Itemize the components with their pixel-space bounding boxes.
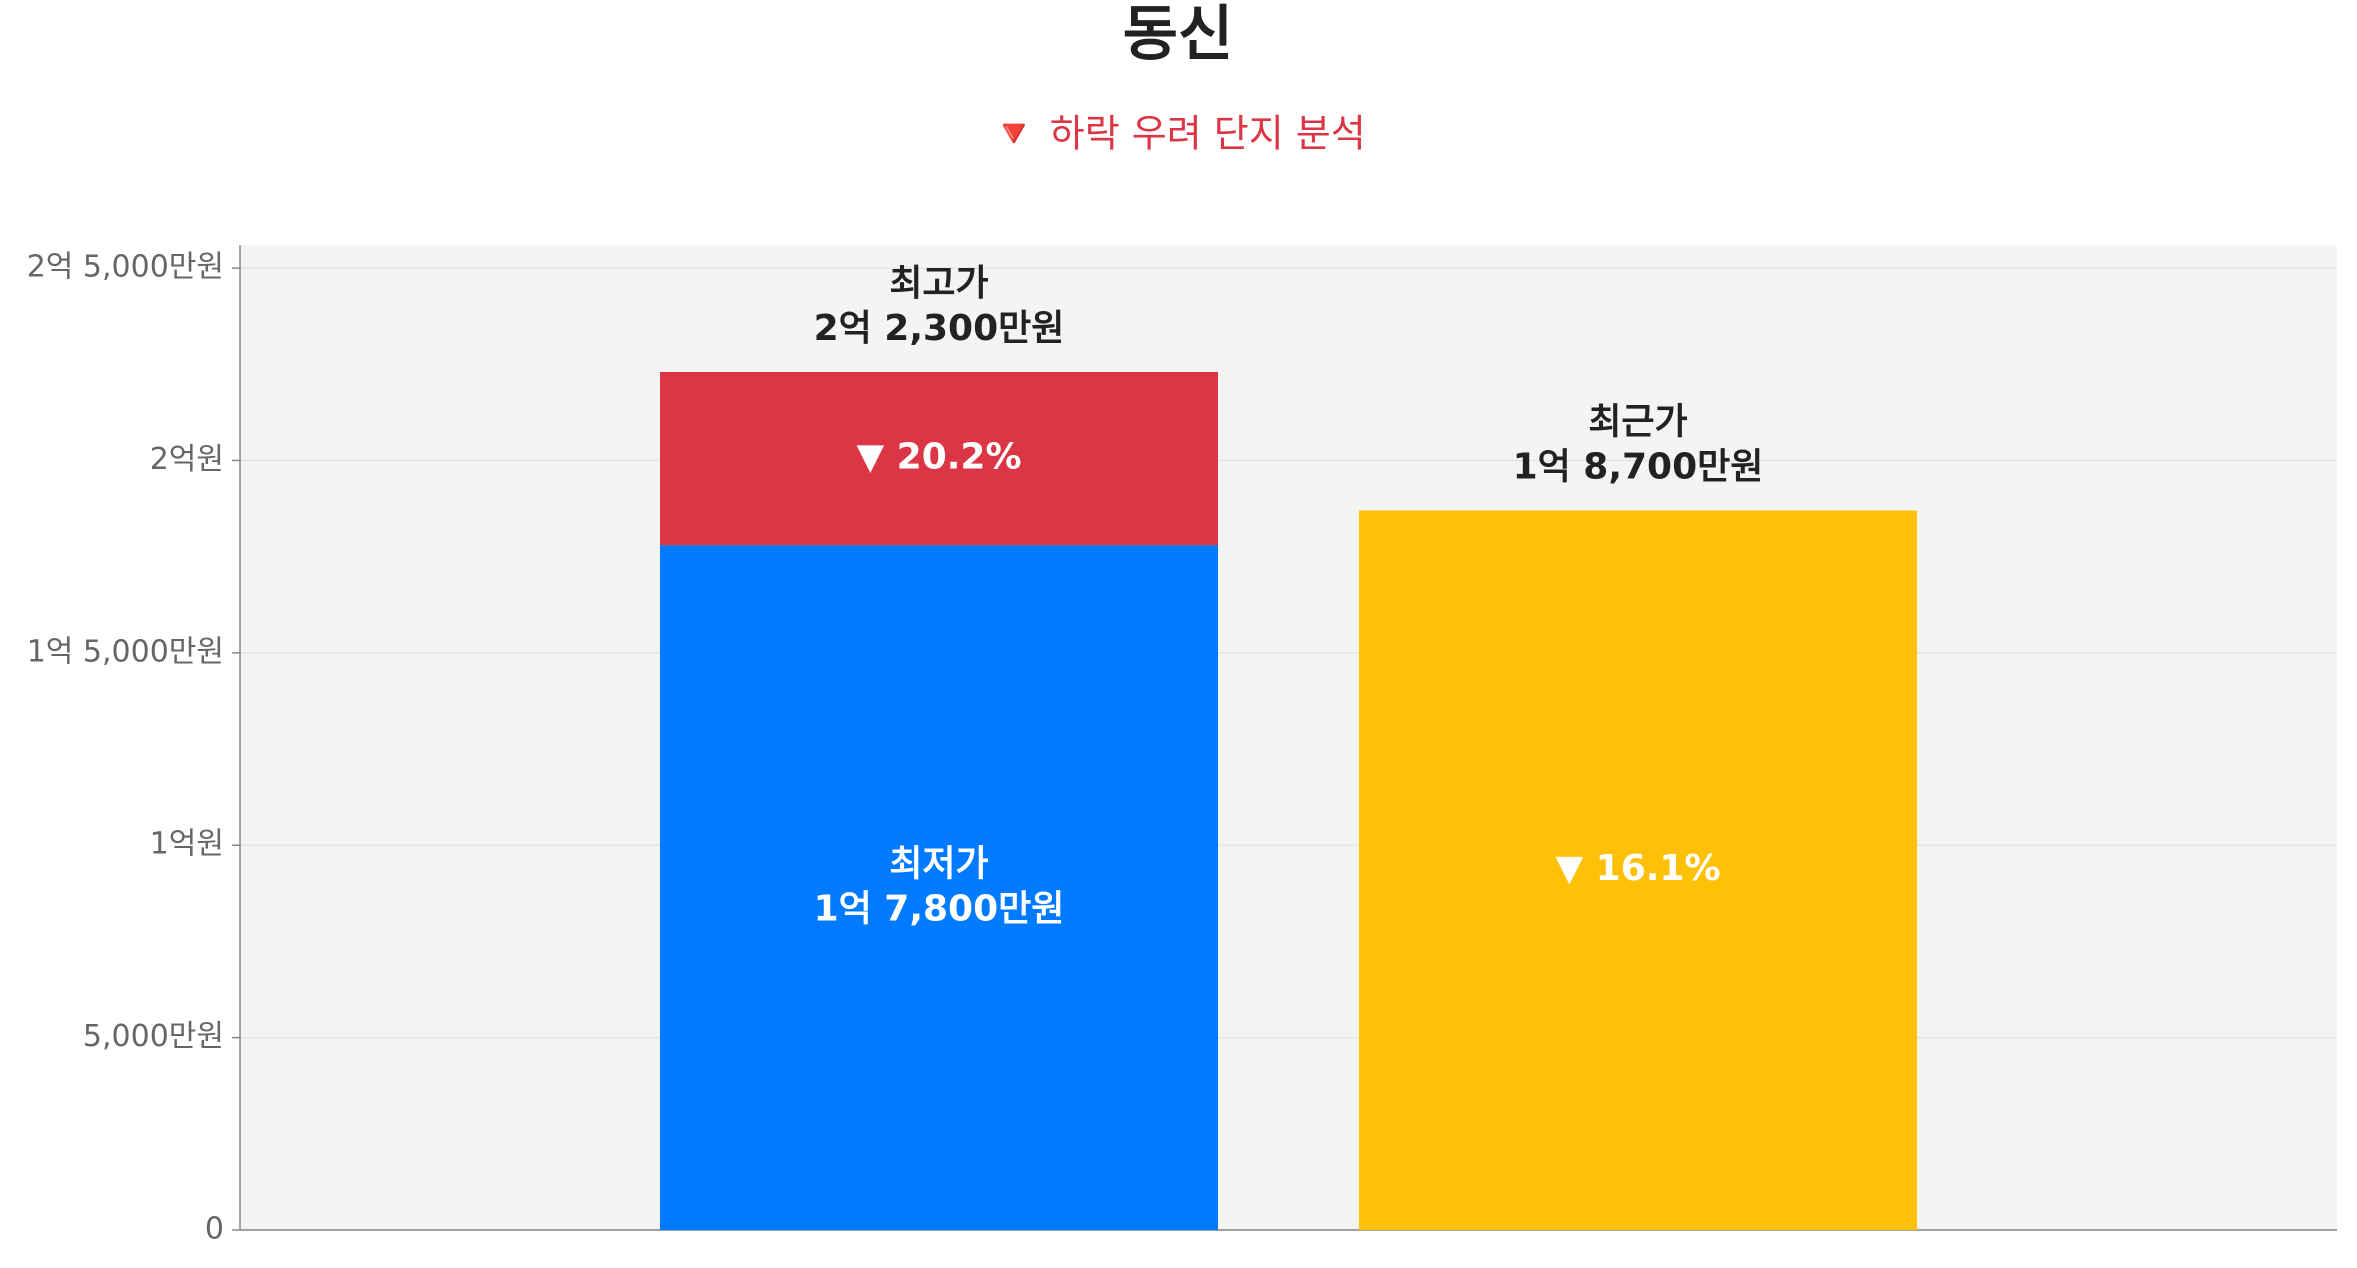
change-label: ▼ 20.2% — [856, 437, 1021, 478]
top-label: 최근가 — [1588, 401, 1687, 442]
plot-area — [240, 245, 2337, 1230]
bar-segment — [1359, 510, 1917, 1230]
y-tick-label: 1억원 — [150, 827, 224, 862]
top-value-label: 2억 2,300만원 — [814, 308, 1065, 349]
y-tick-label: 2억원 — [150, 442, 224, 477]
chart-subtitle: 🔻 하락 우려 단지 분석 — [990, 112, 1365, 156]
y-tick-label: 5,000만원 — [83, 1019, 224, 1054]
y-tick-label: 0 — [205, 1212, 224, 1247]
chart-title: 동신 — [1123, 0, 1233, 70]
segment-label: 최저가 — [889, 844, 988, 885]
bar-segment — [660, 545, 1218, 1230]
y-tick-label: 1억 5,000만원 — [27, 634, 224, 669]
segment-value-label: 1억 7,800만원 — [814, 889, 1065, 930]
y-tick-label: 2억 5,000만원 — [27, 250, 224, 285]
bar-segment — [660, 371, 1218, 546]
change-label: ▼ 16.1% — [1555, 848, 1720, 889]
top-label: 최고가 — [889, 263, 988, 304]
top-value-label: 1억 8,700만원 — [1513, 446, 1764, 487]
